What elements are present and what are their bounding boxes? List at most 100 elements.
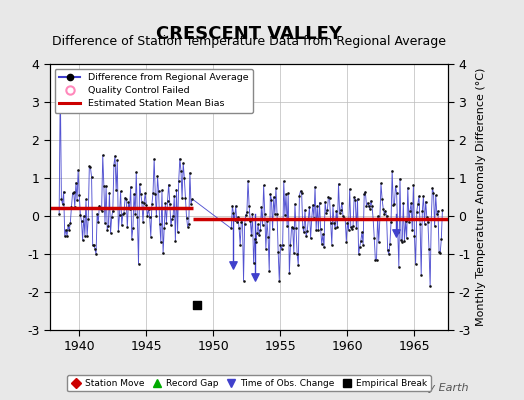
Point (365, 203, 373, 210)
Point (58, 201, 67, 208)
Point (91, 246, 99, 252)
Point (316, 226, 325, 232)
Point (330, 220, 338, 226)
Point (145, 206, 153, 212)
Point (362, 202, 370, 209)
Point (104, 222, 113, 229)
Point (102, 183, 110, 189)
Point (172, 186, 181, 193)
Point (150, 156, 158, 162)
Point (427, 216, 435, 223)
Point (319, 231, 327, 237)
Point (151, 190, 159, 197)
Point (192, 302, 201, 308)
Point (134, 261, 143, 267)
Point (303, 228, 311, 235)
Point (85, 163, 93, 170)
Point (413, 201, 422, 207)
Point (360, 190, 368, 197)
Title: CRESCENT VALLEY: CRESCENT VALLEY (156, 25, 342, 43)
Point (69, 190, 77, 196)
Point (305, 204, 314, 210)
Point (170, 193, 179, 200)
Point (80, 213, 88, 219)
Point (103, 226, 112, 233)
Point (83, 233, 91, 240)
Point (233, 219, 241, 225)
Point (130, 191, 138, 197)
Point (388, 168, 396, 174)
Point (399, 200, 408, 206)
Point (82, 196, 90, 202)
Point (239, 278, 248, 284)
Point (270, 211, 279, 218)
Point (263, 218, 271, 224)
Point (326, 220, 335, 226)
Point (157, 239, 165, 246)
Point (312, 226, 320, 233)
Point (332, 208, 341, 214)
Point (377, 180, 385, 186)
Point (147, 233, 155, 240)
Point (265, 268, 274, 274)
Point (247, 232, 256, 238)
Point (112, 187, 121, 194)
Point (421, 198, 430, 205)
Point (419, 193, 428, 199)
Point (232, 203, 240, 209)
Point (139, 218, 147, 225)
Point (409, 182, 418, 188)
Point (241, 220, 249, 227)
Point (344, 227, 353, 233)
Point (176, 155, 184, 162)
Point (321, 198, 329, 205)
Point (311, 184, 319, 190)
Point (253, 230, 261, 236)
Point (432, 192, 440, 198)
Point (340, 215, 348, 221)
Point (396, 175, 404, 182)
Point (394, 228, 402, 235)
Point (395, 264, 403, 270)
Point (376, 216, 384, 222)
Point (282, 190, 290, 197)
Point (331, 225, 340, 232)
Point (390, 201, 399, 208)
Point (418, 208, 427, 214)
Point (335, 210, 344, 216)
Point (158, 187, 166, 194)
Point (381, 207, 390, 214)
Point (250, 235, 259, 242)
Point (314, 227, 323, 233)
Point (397, 237, 405, 244)
Point (411, 261, 420, 268)
Point (138, 198, 146, 205)
Point (309, 202, 317, 208)
Point (374, 213, 382, 220)
Point (61, 233, 69, 239)
Point (398, 239, 407, 245)
Point (117, 222, 126, 228)
Point (149, 190, 157, 196)
Point (346, 224, 355, 230)
Point (244, 178, 252, 184)
Point (257, 204, 266, 210)
Point (156, 221, 164, 227)
Point (283, 222, 291, 229)
Point (308, 216, 316, 222)
Point (110, 161, 118, 168)
Point (353, 196, 362, 202)
Point (354, 251, 363, 258)
Point (131, 210, 139, 217)
Point (142, 202, 150, 208)
Point (167, 222, 175, 229)
Point (329, 202, 337, 208)
Point (384, 247, 392, 254)
Point (163, 197, 172, 204)
Point (336, 207, 345, 214)
Point (415, 193, 423, 199)
Point (154, 173, 162, 180)
Point (70, 189, 78, 196)
Point (275, 278, 283, 284)
Point (146, 214, 154, 220)
